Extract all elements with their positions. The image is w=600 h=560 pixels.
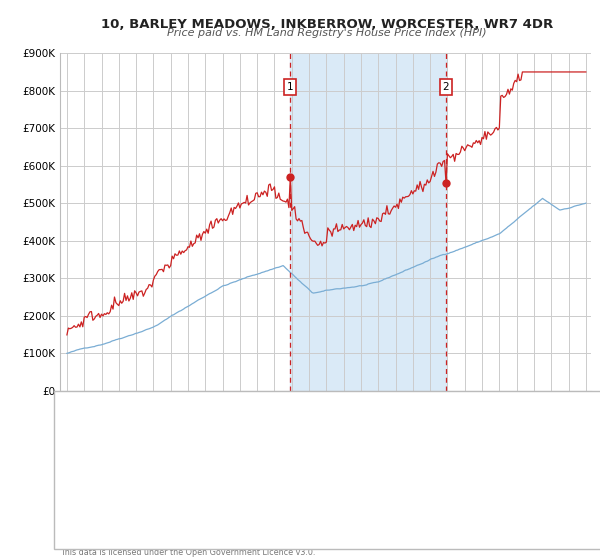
Bar [290,53,446,391]
Text: 50% ↑ HPI: 50% ↑ HPI [420,518,475,528]
Text: HPI: Average price, detached house, Wychavon: HPI: Average price, detached house, Wych… [118,422,350,432]
Text: 10, BARLEY MEADOWS, INKBERROW, WORCESTER, WR7 4DR (detached house): 10, BARLEY MEADOWS, INKBERROW, WORCESTER… [118,400,506,410]
Text: This data is licensed under the Open Government Licence v3.0.: This data is licensed under the Open Gov… [60,548,316,557]
Text: 25-NOV-2016: 25-NOV-2016 [131,518,201,528]
Text: £555,000: £555,000 [301,518,350,528]
Text: £569,995: £569,995 [301,462,350,472]
Text: 2: 2 [443,82,449,92]
Text: 1: 1 [287,82,293,92]
Text: 1: 1 [78,462,85,472]
Text: Contains HM Land Registry data © Crown copyright and database right 2024.: Contains HM Land Registry data © Crown c… [60,540,372,549]
Text: Price paid vs. HM Land Registry's House Price Index (HPI): Price paid vs. HM Land Registry's House … [167,28,487,38]
Text: 72% ↑ HPI: 72% ↑ HPI [420,462,475,472]
Text: 10, BARLEY MEADOWS, INKBERROW, WORCESTER, WR7 4DR: 10, BARLEY MEADOWS, INKBERROW, WORCESTER… [101,18,553,31]
Text: 12-DEC-2007: 12-DEC-2007 [132,462,200,472]
Text: 2: 2 [78,518,85,528]
